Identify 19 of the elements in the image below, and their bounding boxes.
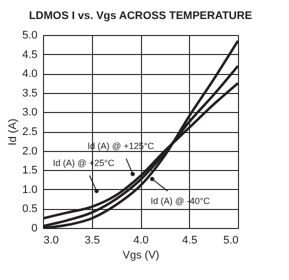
x-tick-label: 3.5 xyxy=(84,234,100,246)
y-tick-label: 3.0 xyxy=(22,106,38,119)
x-axis-title: Vgs (V) xyxy=(122,250,160,262)
y-tick-label: 1.0 xyxy=(22,184,38,196)
x-tick-label: 4.0 xyxy=(133,234,149,246)
y-tick-label: 5.0 xyxy=(22,30,38,42)
chart-title: LDMOS I vs. Vgs ACROSS TEMPERATURE xyxy=(28,10,252,22)
x-tick-label: 4.5 xyxy=(182,234,198,246)
y-tick-label: 0 xyxy=(31,222,38,234)
y-tick-label: 4.0 xyxy=(22,68,38,80)
y-tick-label: 3.5 xyxy=(22,87,38,100)
y-tick-label: 0.5 xyxy=(22,203,38,216)
y-tick-label: 2.5 xyxy=(22,126,38,138)
y-tick-label: 2.0 xyxy=(22,145,38,158)
y-tick-label: 1.5 xyxy=(22,164,38,177)
x-tick-label: 5.0 xyxy=(223,234,238,246)
y-axis-title: Id (A) xyxy=(7,118,20,146)
y-tick-label: 4.5 xyxy=(22,48,38,61)
x-tick-label: 3.0 xyxy=(44,234,59,246)
